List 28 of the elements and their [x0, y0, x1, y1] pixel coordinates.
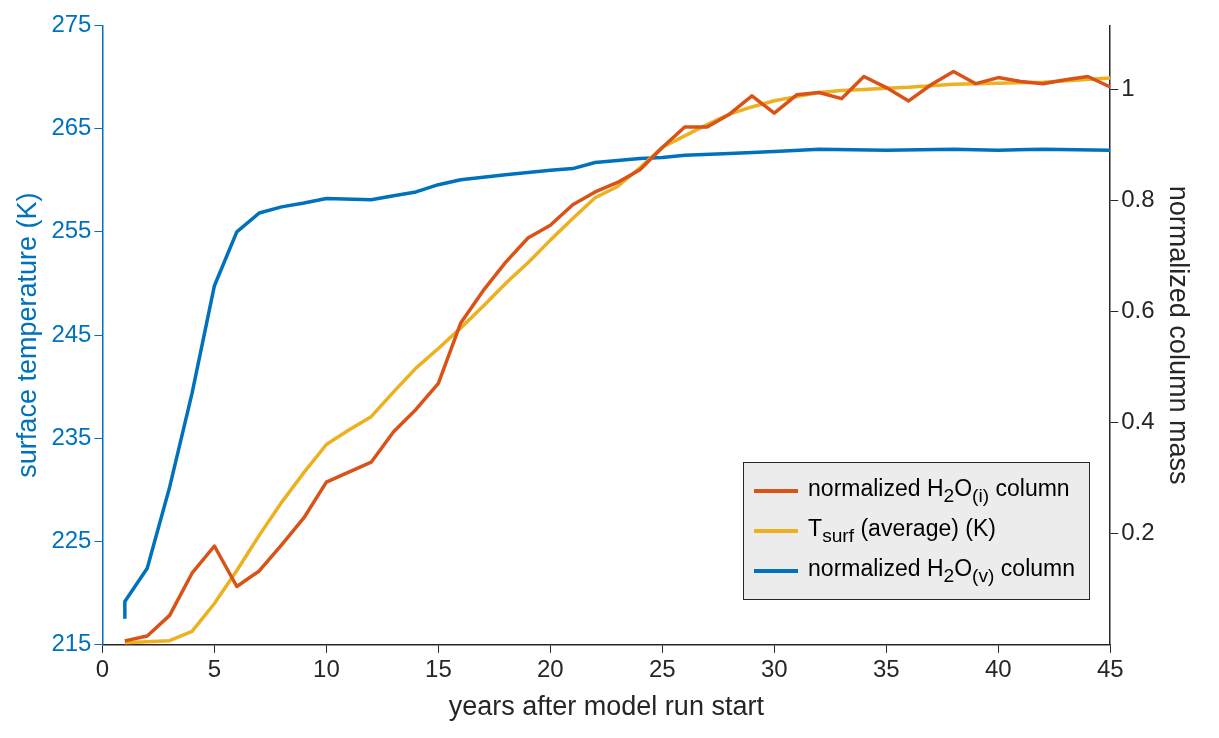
x-tick-label: 45	[1096, 654, 1124, 682]
y-tick-label: 235	[51, 422, 92, 450]
y2-axis-title: normalized column mass	[1164, 185, 1195, 485]
y-tick-label: 255	[51, 216, 92, 244]
legend-label: normalized H$_{2}$O$_{(v)}$ column	[808, 555, 1075, 587]
x-axis-title: years after model run start	[448, 691, 765, 722]
y-tick-label: 265	[51, 113, 92, 141]
y2-tick-label: 0.4	[1121, 407, 1155, 435]
x-tick-label: 0	[95, 654, 110, 682]
x-tick-label: 10	[313, 654, 340, 682]
x-tick-label: 40	[984, 654, 1012, 682]
legend-label: normalized H$_{2}$O$_{(i)}$ column	[808, 475, 1070, 507]
y-tick-label: 275	[51, 10, 92, 38]
x-tick-label: 30	[760, 654, 788, 682]
y-tick-label: 225	[51, 526, 92, 554]
y-tick-label: 245	[51, 319, 92, 347]
y-axis-title: surface temperature (K)	[11, 192, 42, 478]
x-tick-label: 15	[425, 654, 452, 682]
x-tick-label: 25	[648, 654, 676, 682]
y2-tick-label: 0.8	[1121, 185, 1155, 213]
y-tick-label: 215	[51, 629, 92, 657]
x-tick-label: 20	[537, 654, 564, 682]
y2-tick-label: 1	[1121, 74, 1135, 102]
x-tick-label: 5	[207, 654, 222, 682]
y2-tick-label: 0.2	[1121, 518, 1155, 546]
legend-label: T$_{surf}$ (average) (K)	[808, 515, 996, 547]
x-tick-label: 35	[872, 654, 900, 682]
y2-tick-label: 0.6	[1121, 296, 1155, 324]
